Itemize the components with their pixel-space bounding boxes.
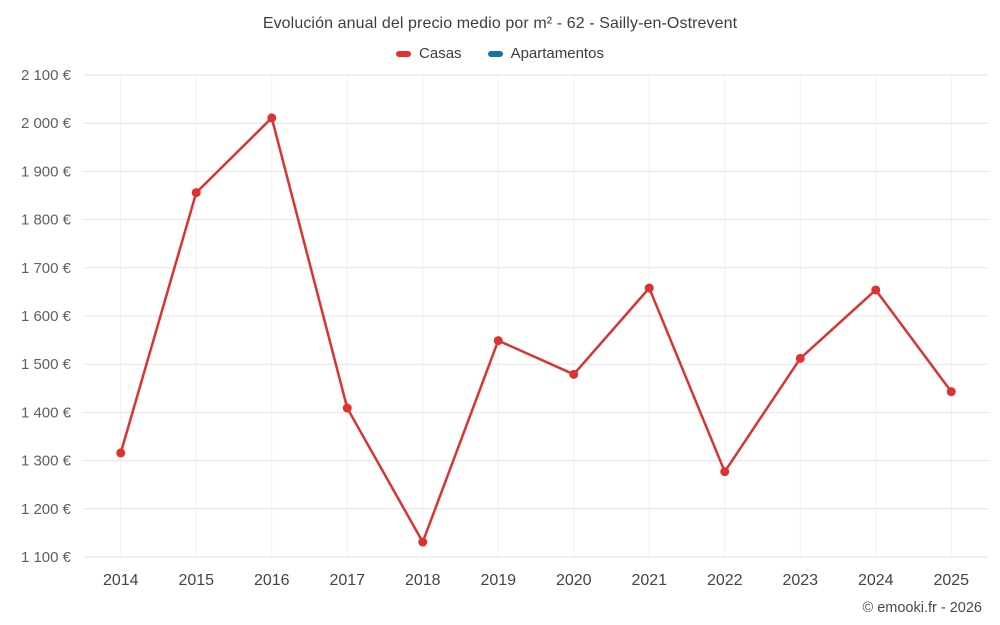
legend-label: Apartamentos [510, 45, 604, 62]
data-point-casas [569, 369, 579, 379]
x-tick-label: 2021 [631, 572, 667, 589]
y-tick-label: 1 900 € [21, 163, 72, 180]
x-tick-label: 2023 [782, 572, 818, 589]
y-tick-label: 1 800 € [21, 212, 72, 229]
x-tick-label: 2014 [103, 572, 139, 589]
x-tick-label: 2019 [480, 572, 516, 589]
x-tick-label: 2022 [707, 572, 743, 589]
data-point-casas [644, 283, 654, 293]
data-point-casas [871, 285, 881, 295]
data-point-casas [267, 113, 277, 123]
y-tick-label: 1 500 € [21, 356, 72, 373]
y-tick-label: 1 200 € [21, 501, 72, 518]
y-tick-label: 1 300 € [21, 453, 72, 470]
y-tick-label: 1 600 € [21, 308, 72, 325]
data-point-casas [795, 353, 805, 363]
y-tick-label: 2 000 € [21, 115, 72, 132]
legend-marker-icon [396, 50, 412, 57]
data-point-casas [191, 188, 201, 198]
x-tick-label: 2024 [858, 572, 894, 589]
x-tick-label: 2020 [556, 572, 592, 589]
y-tick-label: 1 100 € [21, 549, 72, 566]
x-tick-label: 2017 [329, 572, 365, 589]
x-tick-label: 2015 [178, 572, 214, 589]
x-tick-label: 2025 [933, 572, 969, 589]
series-line-casas [119, 116, 953, 544]
copyright-credit: © emooki.fr - 2026 [862, 600, 982, 616]
legend-label: Casas [419, 45, 462, 62]
data-point-casas [946, 387, 956, 397]
data-point-casas [493, 336, 503, 346]
legend-item-casas[interactable]: Casas [396, 45, 462, 62]
chart-title: Evolución anual del precio medio por m² … [262, 15, 738, 32]
data-point-casas [418, 537, 428, 547]
x-tick-label: 2018 [405, 572, 441, 589]
legend-marker-icon [487, 50, 503, 57]
y-tick-label: 1 400 € [21, 404, 72, 421]
x-tick-label: 2016 [254, 572, 290, 589]
data-point-casas [720, 467, 730, 477]
data-point-casas [116, 448, 126, 458]
data-point-casas [342, 403, 352, 413]
chart-legend: Casas Apartamentos [0, 45, 1000, 62]
y-tick-label: 1 700 € [21, 260, 72, 277]
y-tick-label: 2 100 € [21, 67, 72, 84]
legend-item-apartamentos[interactable]: Apartamentos [487, 45, 604, 62]
